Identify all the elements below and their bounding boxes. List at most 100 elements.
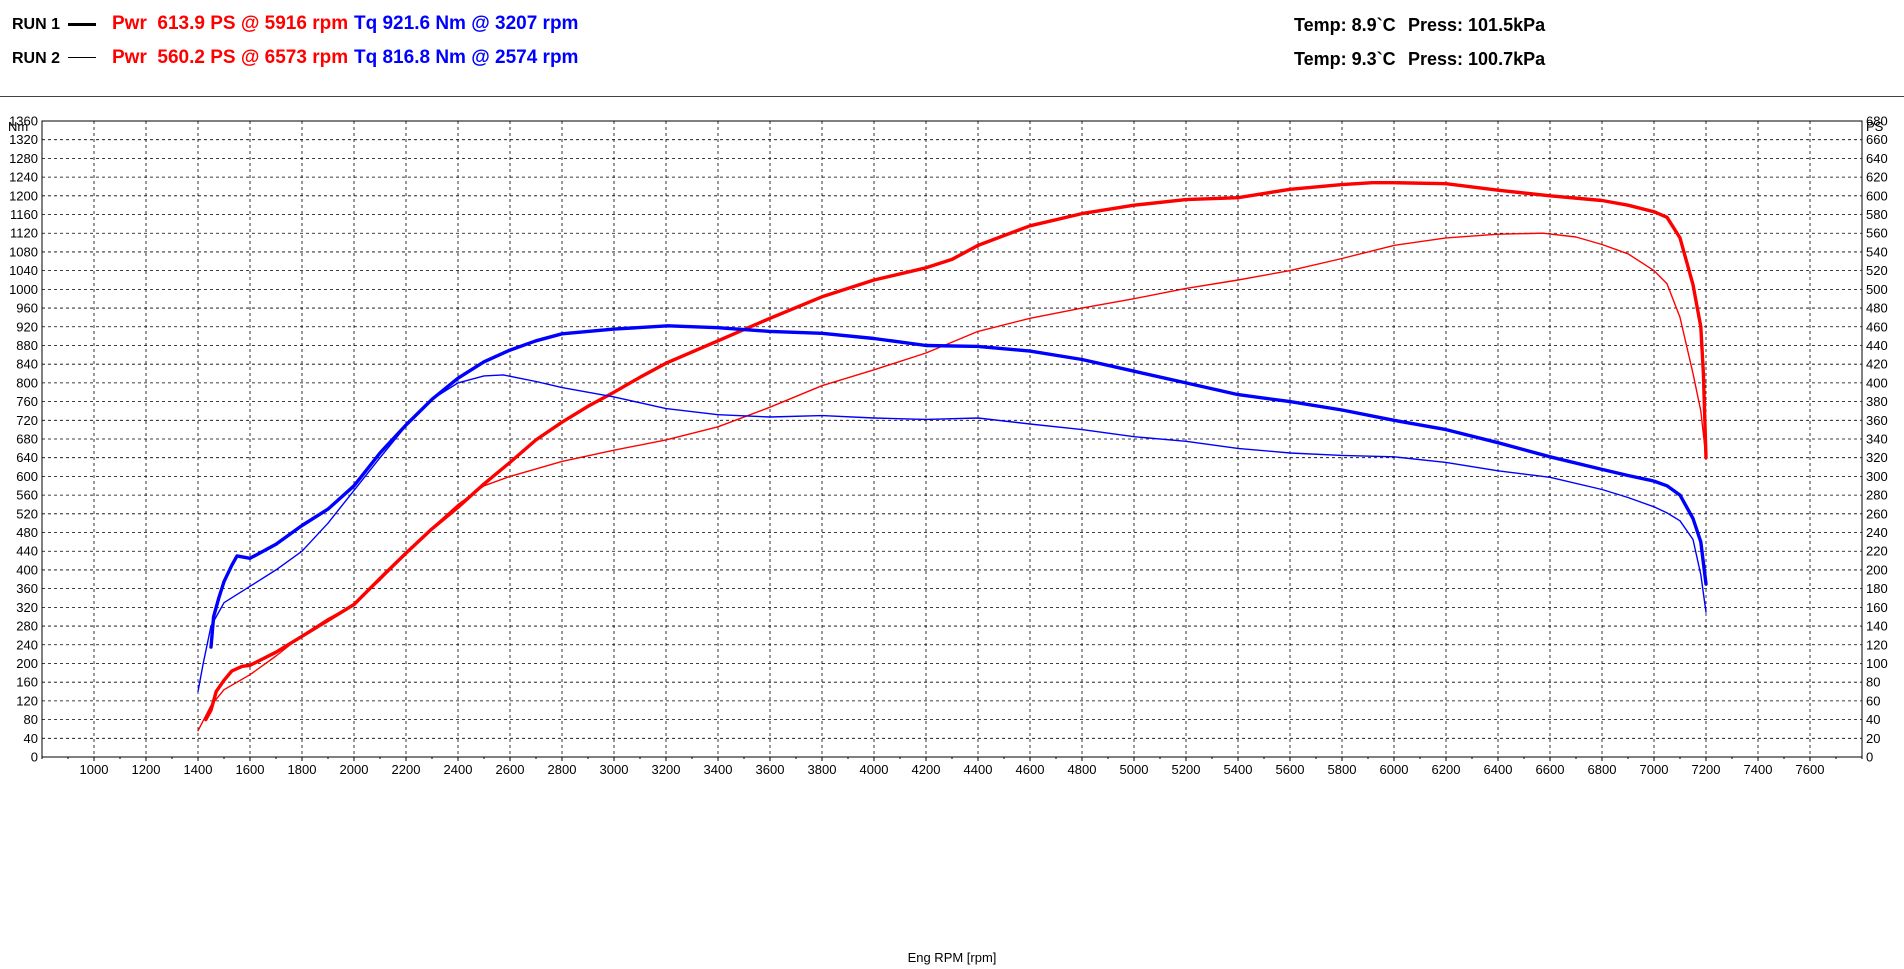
x-tick-label: 4000 [860,762,889,777]
y-right-tick-label: 460 [1866,319,1888,334]
y-left-tick-label: 80 [24,712,38,727]
run2-press: Press: 100.7kPa [1408,49,1546,69]
x-tick-label: 4200 [912,762,941,777]
y-right-tick-label: 480 [1866,301,1888,316]
y-left-tick-label: 920 [16,319,38,334]
y-right-tick-label: 400 [1866,375,1888,390]
y-left-tick-label: 40 [24,731,38,746]
y-left-tick-label: 1320 [9,132,38,147]
y-right-tick-label: 640 [1866,151,1888,166]
y-right-tick-label: 60 [1866,693,1880,708]
x-tick-label: 7200 [1692,762,1721,777]
y-right-tick-label: 140 [1866,619,1888,634]
x-tick-label: 7600 [1796,762,1825,777]
y-left-tick-label: 960 [16,301,38,316]
x-tick-label: 4600 [1016,762,1045,777]
y-left-tick-label: 600 [16,469,38,484]
y-right-tick-label: 0 [1866,750,1873,765]
x-tick-label: 4400 [964,762,993,777]
x-tick-label: 2200 [392,762,421,777]
x-tick-label: 2400 [444,762,473,777]
series-curves [197,180,1708,732]
y-right-tick-label: 280 [1866,488,1888,503]
y-left-tick-label: 1360 [9,114,38,129]
run2-torque-peak: Tq 816.8 Nm @ 2574 rpm [354,47,579,68]
y-left-tick-label: 1280 [9,151,38,166]
y-left-tick-label: 200 [16,656,38,671]
y-left-tick-label: 160 [16,675,38,690]
run2-power-peak: Pwr 560.2 PS @ 6573 rpm [112,47,349,68]
legend-header: RUN 1 Pwr 613.9 PS @ 5916 rpm Tq 921.6 N… [0,0,1904,96]
x-tick-label: 7000 [1640,762,1669,777]
y-left-tick-label: 840 [16,357,38,372]
y-right-tick-label: 580 [1866,207,1888,222]
grid-lines [41,120,1863,758]
x-tick-label: 2000 [340,762,369,777]
x-tick-label: 5000 [1120,762,1149,777]
y-right-tick-label: 600 [1866,188,1888,203]
y-right-tick-label: 360 [1866,413,1888,428]
run1-power-peak: Pwr 613.9 PS @ 5916 rpm [112,13,349,34]
y-left-tick-label: 400 [16,562,38,577]
run1-torque-peak: Tq 921.6 Nm @ 3207 rpm [354,13,579,34]
x-tick-label: 6000 [1380,762,1409,777]
y-left-tick-label: 360 [16,581,38,596]
x-tick-label: 1800 [288,762,317,777]
run2-label: RUN 2 [12,50,61,67]
series-line-run1-power [204,180,1708,722]
y-axis-label-left: Nm [8,119,28,134]
x-tick-label: 5600 [1276,762,1305,777]
y-left-tick-label: 120 [16,693,38,708]
y-left-tick-label: 1200 [9,188,38,203]
y-right-tick-label: 560 [1866,226,1888,241]
y-right-tick-label: 160 [1866,600,1888,615]
dyno-chart: 1000 1200 1400 1600 1800 2000 2200 2400 2600 2800… [8,114,1888,966]
y-right-tick-label: 300 [1866,469,1888,484]
y-right-tick-label: 240 [1866,525,1888,540]
y-right-tick-label: 420 [1866,357,1888,372]
y-right-tick-label: 680 [1866,114,1888,129]
y-right-tick-label: 320 [1866,450,1888,465]
y-left-tick-label: 800 [16,375,38,390]
run1-label: RUN 1 [12,16,61,33]
y-left-tick-label: 1000 [9,282,38,297]
run1-line-swatch [68,23,96,26]
y-left-tick-label: 480 [16,525,38,540]
x-tick-label: 1600 [236,762,265,777]
x-tick-label: 3200 [652,762,681,777]
y-right-tick-label: 180 [1866,581,1888,596]
y-right-tick-label: 20 [1866,731,1880,746]
y-right-tick-label: 120 [1866,637,1888,652]
x-axis-label: Eng RPM [rpm] [908,950,997,965]
x-tick-label: 3400 [704,762,733,777]
y-left-tick-label: 240 [16,637,38,652]
y-left-tick-label: 880 [16,338,38,353]
y-left-tick-label: 720 [16,413,38,428]
y-left-tick-label: 1080 [9,244,38,259]
x-tick-label: 5800 [1328,762,1357,777]
y-axis-label-right: PS [1866,119,1884,134]
x-tick-label: 3600 [756,762,785,777]
x-tick-label: 4800 [1068,762,1097,777]
y-right-tick-label: 620 [1866,170,1888,185]
x-tick-label: 6400 [1484,762,1513,777]
x-tick-label: 2600 [496,762,525,777]
y-right-tick-label: 500 [1866,282,1888,297]
series-line-run1-torque [209,324,1708,649]
y-right-tick-label: 660 [1866,132,1888,147]
x-tick-label: 6600 [1536,762,1565,777]
axis-ticks: 1000 1200 1400 1600 1800 2000 2200 2400 2600 2800… [9,114,1888,778]
x-tick-label: 5200 [1172,762,1201,777]
x-tick-label: 1000 [80,762,109,777]
y-left-tick-label: 320 [16,600,38,615]
x-tick-label: 1200 [132,762,161,777]
series-line-run2-torque [197,374,1707,693]
header-divider [0,96,1904,97]
y-right-tick-label: 380 [1866,394,1888,409]
y-left-tick-label: 280 [16,619,38,634]
y-left-tick-label: 1120 [10,226,38,241]
x-tick-label: 6800 [1588,762,1617,777]
x-tick-label: 5400 [1224,762,1253,777]
y-right-tick-label: 540 [1866,244,1888,259]
run2-temp: Temp: 9.3`C [1294,49,1396,69]
